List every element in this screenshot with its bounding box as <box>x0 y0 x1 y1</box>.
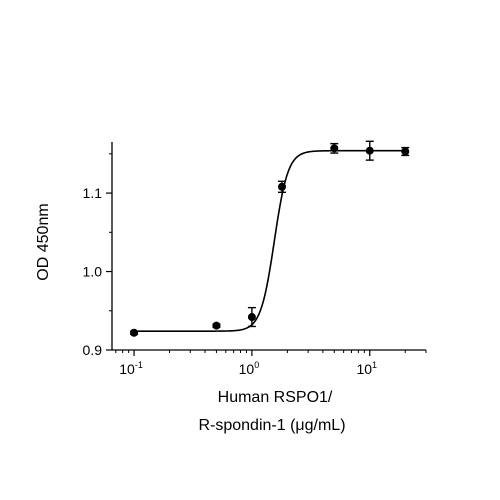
x-axis-title-line-1: Human RSPO1/ <box>218 389 333 406</box>
data-point <box>365 146 374 155</box>
data-points <box>130 140 410 337</box>
y-tick-label: 1.1 <box>83 185 103 201</box>
axis-labels: OD 450nm Human RSPO1/ R-spondin-1 (μg/mL… <box>35 203 346 434</box>
data-point <box>212 321 221 330</box>
data-point <box>130 328 139 337</box>
x-tick-label: 10-1 <box>119 360 143 377</box>
data-point <box>330 144 339 153</box>
data-point <box>401 147 410 156</box>
x-tick-label-exponent: -1 <box>135 360 143 370</box>
data-point <box>247 313 256 322</box>
x-tick-label-exponent: 0 <box>254 360 259 370</box>
fit-curve-group <box>134 149 406 332</box>
y-tick-label: 0.9 <box>83 342 103 358</box>
x-tick-label-base: 10 <box>239 361 255 377</box>
x-tick-label-exponent: 1 <box>372 360 377 370</box>
axes <box>111 142 426 351</box>
fit-curve <box>134 149 406 332</box>
x-tick-label-base: 10 <box>356 361 372 377</box>
y-axis-title: OD 450nm <box>35 203 52 280</box>
x-axis-title-line-2: R-spondin-1 (μg/mL) <box>198 417 345 434</box>
data-point <box>277 182 286 191</box>
x-tick-label: 100 <box>239 360 260 377</box>
y-tick-label: 1.0 <box>83 264 103 280</box>
ticks: 0.91.01.110-1 100 101 <box>83 153 427 377</box>
x-tick-label: 101 <box>356 360 377 377</box>
x-tick-label-base: 10 <box>119 361 135 377</box>
